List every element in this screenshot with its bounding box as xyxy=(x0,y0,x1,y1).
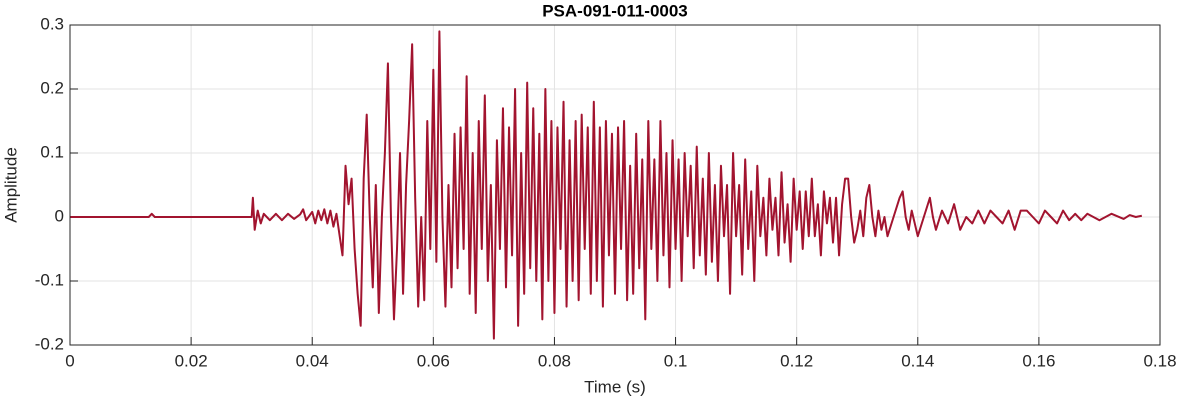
x-tick-label: 0.14 xyxy=(901,351,934,370)
plot-area xyxy=(70,25,1160,345)
y-tick-label: 0.3 xyxy=(40,14,64,33)
axes-box xyxy=(69,24,1161,346)
y-tick-label: 0.2 xyxy=(40,78,64,97)
y-tick-label: -0.2 xyxy=(35,334,64,353)
y-tick-label: 0 xyxy=(55,206,64,225)
x-axis-label: Time (s) xyxy=(584,377,646,396)
y-axis-label: Amplitude xyxy=(1,147,20,223)
x-tick-label: 0 xyxy=(65,351,74,370)
x-tick-label: 0.1 xyxy=(664,351,688,370)
series-line xyxy=(70,30,1143,340)
x-tick-label: 0.04 xyxy=(296,351,329,370)
x-tick-label: 0.16 xyxy=(1022,351,1055,370)
x-tick-label: 0.18 xyxy=(1143,351,1176,370)
x-tick-label: 0.08 xyxy=(538,351,571,370)
chart-title: PSA-091-011-0003 xyxy=(542,1,688,20)
x-tick-label: 0.12 xyxy=(780,351,813,370)
x-tick-label: 0.06 xyxy=(417,351,450,370)
x-tick-label: 0.02 xyxy=(175,351,208,370)
y-tick-label: -0.1 xyxy=(35,270,64,289)
y-tick-label: 0.1 xyxy=(40,142,64,161)
